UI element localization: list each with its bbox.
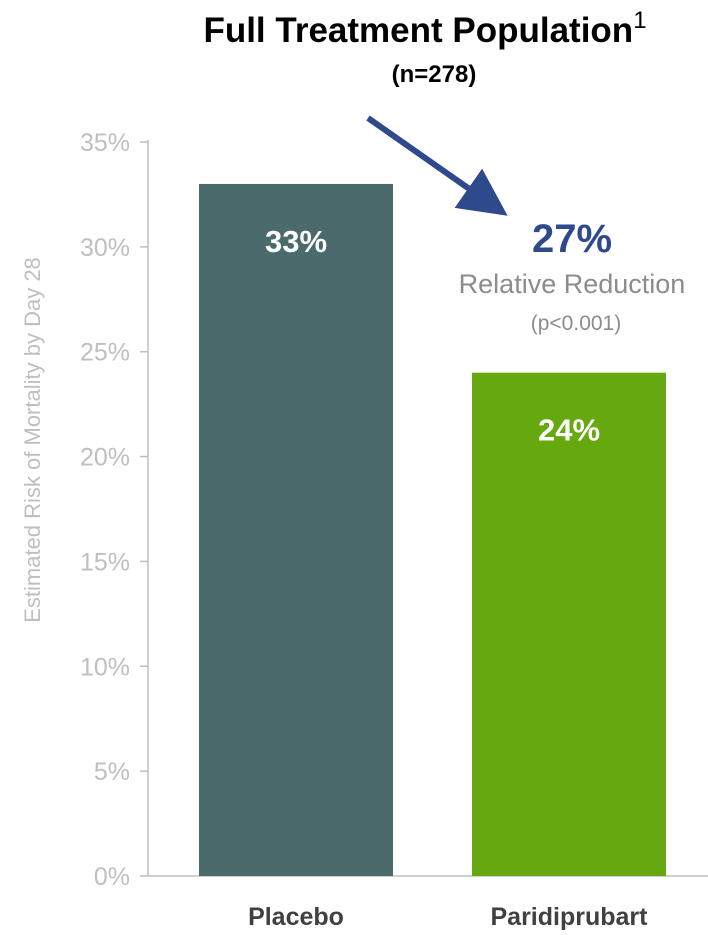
y-tick-label: 30%: [80, 234, 130, 262]
annotation-value: 27%: [532, 217, 612, 261]
x-tick-labels: Placebo Paridiprubart: [248, 903, 649, 931]
chart-title-text: Full Treatment Population: [203, 11, 633, 50]
annotation-p-value: (p<0.001): [531, 312, 621, 335]
x-tick-label: Paridiprubart: [491, 903, 649, 930]
annotation-text: Relative Reduction: [459, 269, 686, 299]
bars: 33% 24%: [199, 183, 666, 876]
y-tick-label: 5%: [94, 758, 130, 786]
y-tick-label: 15%: [80, 548, 130, 576]
bar-paridiprubart: [472, 372, 666, 876]
bar-placebo: [199, 183, 393, 876]
y-axis-label: Estimated Risk of Mortality by Day 28: [20, 257, 45, 623]
bar-data-label: 24%: [538, 413, 600, 448]
y-tick-label: 20%: [80, 444, 130, 472]
y-ticks: 0% 5% 10% 15% 20% 25% 30% 35%: [80, 129, 148, 891]
y-tick-label: 35%: [80, 129, 130, 157]
chart-title-superscript: 1: [633, 7, 646, 34]
y-tick-label: 25%: [80, 339, 130, 367]
chart-subtitle: (n=278): [392, 61, 477, 88]
y-tick-label: 0%: [94, 863, 130, 891]
y-tick-label: 10%: [80, 653, 130, 681]
x-tick-label: Placebo: [248, 903, 344, 930]
chart-title: Full Treatment Population1: [203, 7, 646, 50]
bar-data-label: 33%: [265, 224, 327, 259]
annotation-arrow: [366, 115, 508, 216]
